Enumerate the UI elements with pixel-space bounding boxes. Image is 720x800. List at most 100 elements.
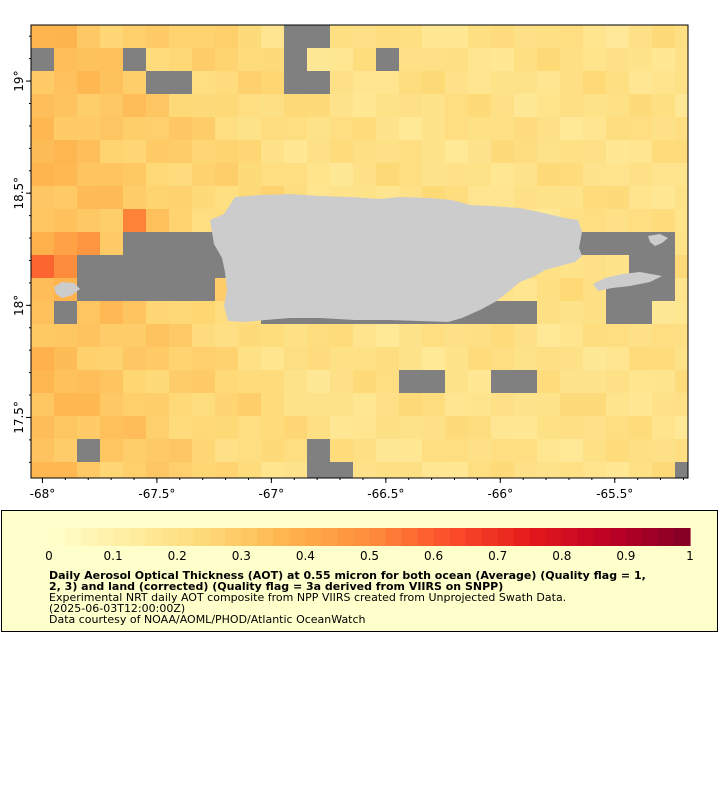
aot-cell <box>468 48 492 72</box>
aot-cell <box>54 25 78 49</box>
aot-cell <box>123 347 147 371</box>
aot-cell <box>675 462 688 478</box>
colorbar-swatch <box>545 528 563 546</box>
aot-cell <box>192 71 216 95</box>
aot-cell <box>491 393 515 417</box>
aot-cell <box>468 71 492 95</box>
colorbar: 0 0.1 0.2 0.3 0.4 0.5 0.6 0.7 0.8 0.9 1 <box>45 528 694 563</box>
aot-cell <box>123 255 147 279</box>
aot-cell <box>606 71 630 95</box>
aot-cell <box>675 301 688 325</box>
aot-cell <box>77 255 101 279</box>
aot-cell <box>514 462 538 478</box>
aot-cell <box>192 439 216 463</box>
aot-cell <box>31 301 55 325</box>
longitude-tick-label: -66° <box>487 487 513 501</box>
colorbar-tick-label: 0.5 <box>360 549 379 563</box>
aot-cell <box>652 416 676 440</box>
colorbar-swatch <box>209 528 226 546</box>
aot-cell <box>675 370 688 394</box>
aot-cell <box>77 94 101 118</box>
aot-cell <box>238 140 262 164</box>
aot-cell <box>675 163 688 187</box>
aot-cell <box>77 71 101 95</box>
aot-cell <box>238 347 262 371</box>
aot-cell <box>468 462 492 478</box>
aot-cell <box>422 324 446 348</box>
aot-cell <box>629 232 653 256</box>
colorbar-swatch <box>385 528 403 546</box>
aot-cell <box>123 117 147 141</box>
aot-cell <box>77 209 101 233</box>
aot-cell <box>652 301 676 325</box>
aot-cell <box>399 393 423 417</box>
aot-cell <box>77 416 101 440</box>
plot-frame <box>30 24 689 479</box>
aot-cell <box>445 416 469 440</box>
aot-cell <box>307 140 331 164</box>
aot-cell <box>606 25 630 49</box>
aot-cell <box>468 393 492 417</box>
aot-cell <box>123 94 147 118</box>
longitude-tick-label: -65.5° <box>596 487 633 501</box>
aot-cell <box>652 48 676 72</box>
aot-cell <box>629 370 653 394</box>
aot-cell <box>215 163 239 187</box>
aot-cell <box>54 163 78 187</box>
longitude-tick-label: -67° <box>259 487 285 501</box>
aot-cell <box>146 301 170 325</box>
aot-cell <box>537 163 561 187</box>
aot-cell <box>284 324 308 348</box>
colorbar-swatch <box>273 528 290 546</box>
colorbar-swatch <box>289 528 306 546</box>
aot-cell <box>399 140 423 164</box>
aot-cell <box>100 94 124 118</box>
aot-cell <box>238 416 262 440</box>
aot-cell <box>514 140 538 164</box>
aot-cell <box>353 48 377 72</box>
aot-cell <box>560 117 584 141</box>
aot-cell <box>215 347 239 371</box>
aot-cell <box>169 25 193 49</box>
aot-cell <box>514 94 538 118</box>
aot-cell <box>353 71 377 95</box>
colorbar-swatch <box>641 528 659 546</box>
aot-cell <box>606 209 630 233</box>
aot-cell <box>491 370 515 394</box>
aot-cell <box>238 117 262 141</box>
aot-cell <box>491 439 515 463</box>
aot-cell <box>399 324 423 348</box>
aot-cell <box>652 25 676 49</box>
aot-cell <box>123 301 147 325</box>
aot-cell <box>54 416 78 440</box>
aot-cell <box>261 347 285 371</box>
aot-cell <box>146 117 170 141</box>
aot-cell <box>537 71 561 95</box>
aot-cell <box>100 301 124 325</box>
aot-cell <box>192 301 216 325</box>
aot-cell <box>54 94 78 118</box>
colorbar-swatches <box>49 528 691 546</box>
aot-cell <box>169 71 193 95</box>
aot-cell <box>330 416 354 440</box>
aot-cell <box>491 163 515 187</box>
aot-cell <box>537 94 561 118</box>
aot-cell <box>514 48 538 72</box>
colorbar-tick-label: 1 <box>686 549 694 563</box>
aot-cell <box>652 186 676 210</box>
latitude-tick-label: 19° <box>12 70 26 91</box>
longitude-tick-label: -67.5° <box>138 487 175 501</box>
aot-cell <box>606 370 630 394</box>
aot-cell <box>238 94 262 118</box>
aot-cell <box>353 370 377 394</box>
aot-cell <box>468 117 492 141</box>
aot-cell <box>629 48 653 72</box>
colorbar-swatch <box>257 528 274 546</box>
aot-cell <box>261 94 285 118</box>
aot-cell <box>31 462 55 478</box>
aot-cell <box>100 439 124 463</box>
aot-cell <box>629 209 653 233</box>
aot-cell <box>583 324 607 348</box>
aot-cell <box>583 416 607 440</box>
aot-cell <box>560 94 584 118</box>
